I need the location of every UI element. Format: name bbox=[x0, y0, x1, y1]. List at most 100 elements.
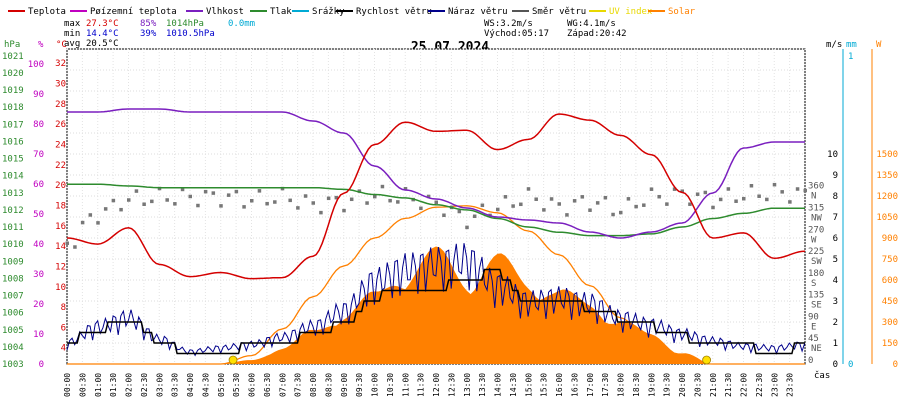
stat-min-temp: 14.4°C bbox=[86, 29, 119, 39]
w-tick: 150 bbox=[882, 339, 898, 349]
legend-label: Směr větru bbox=[532, 7, 586, 17]
pct-tick: 90 bbox=[33, 90, 44, 100]
w-tick: 900 bbox=[882, 234, 898, 244]
wind-direction-point bbox=[188, 194, 192, 199]
wind-direction-point bbox=[803, 188, 807, 193]
wind-direction-point bbox=[503, 195, 508, 199]
wind-direction-point bbox=[257, 189, 262, 193]
time-tick: 18:30 bbox=[632, 373, 641, 397]
hpa-tick: 1015 bbox=[2, 155, 24, 165]
time-tick: 03:00 bbox=[155, 373, 164, 397]
stat-min-label: min bbox=[64, 29, 80, 39]
wind-direction-point bbox=[211, 191, 216, 195]
wind-direction-point bbox=[242, 205, 246, 209]
stat-avg-temp: 20.5°C bbox=[86, 39, 119, 49]
wind-direction-point bbox=[603, 195, 608, 200]
time-tick: 20:00 bbox=[678, 373, 687, 397]
time-tick: 08:00 bbox=[309, 373, 318, 397]
ms-tick: 9 bbox=[833, 171, 838, 181]
wind-direction-point bbox=[595, 201, 600, 205]
time-tick: 06:00 bbox=[248, 373, 257, 397]
wind-direction-point bbox=[342, 208, 346, 213]
time-tick: 05:30 bbox=[232, 373, 241, 397]
stat-max-hum: 85% bbox=[140, 19, 157, 29]
wind-direction-point bbox=[780, 190, 784, 194]
time-tick: 19:30 bbox=[663, 373, 672, 397]
wind-direction-point bbox=[749, 183, 754, 188]
legend-item: Srážky bbox=[292, 7, 345, 17]
wind-direction-point bbox=[465, 225, 469, 230]
legend-label: Teplota bbox=[28, 7, 66, 17]
wind-direction-point bbox=[795, 187, 800, 191]
hpa-tick: 1021 bbox=[2, 52, 24, 62]
direction-tick: NW bbox=[811, 213, 822, 223]
hpa-tick: 1019 bbox=[2, 86, 24, 96]
legend-item: Směr větru bbox=[512, 7, 586, 17]
wind-direction-point bbox=[649, 187, 654, 191]
direction-tick: 315 bbox=[808, 203, 824, 213]
direction-tick: 270 bbox=[808, 225, 824, 235]
w-unit: W bbox=[876, 40, 882, 50]
hpa-tick: 1005 bbox=[2, 326, 24, 336]
wind-direction-point bbox=[273, 200, 277, 204]
wind-direction-point bbox=[127, 198, 131, 202]
stat-wg: WG:4.1m/s bbox=[567, 19, 616, 29]
wind-direction-point bbox=[119, 207, 123, 212]
wind-direction-point bbox=[619, 210, 623, 215]
wind-direction-point bbox=[765, 197, 769, 202]
time-tick: 15:00 bbox=[524, 373, 533, 397]
wind-direction-point bbox=[80, 220, 85, 225]
time-tick: 22:00 bbox=[740, 373, 749, 397]
wind-direction-point bbox=[496, 207, 500, 212]
hpa-tick: 1020 bbox=[2, 69, 24, 79]
legend-item: Teplota bbox=[8, 7, 66, 17]
pct-tick: 0 bbox=[39, 360, 44, 370]
pct-tick: 40 bbox=[33, 240, 44, 250]
solar-area bbox=[67, 246, 805, 364]
direction-tick: 180 bbox=[808, 269, 824, 279]
ms-tick: 2 bbox=[833, 318, 838, 328]
direction-tick: NE bbox=[811, 344, 822, 354]
w-tick: 1500 bbox=[876, 150, 898, 160]
pct-tick: 80 bbox=[33, 120, 44, 130]
temp-tick: 10 bbox=[55, 283, 66, 293]
wind-direction-point bbox=[280, 186, 285, 191]
ms-tick: 7 bbox=[833, 213, 838, 223]
wind-direction-point bbox=[549, 197, 554, 201]
direction-tick: SW bbox=[811, 257, 822, 267]
hpa-tick: 1017 bbox=[2, 120, 24, 130]
wind-direction-point bbox=[526, 187, 531, 191]
time-tick: 14:00 bbox=[494, 373, 503, 397]
wind-direction-point bbox=[703, 190, 708, 195]
wind-direction-point bbox=[219, 204, 223, 208]
direction-tick: W bbox=[811, 235, 817, 245]
time-tick: 17:00 bbox=[586, 373, 595, 397]
wind-direction-point bbox=[203, 189, 208, 194]
wind-direction-point bbox=[134, 189, 139, 193]
direction-tick: N bbox=[811, 192, 816, 202]
wind-direction-point bbox=[103, 207, 108, 211]
wind-direction-point bbox=[180, 187, 185, 192]
ms-tick: 10 bbox=[827, 150, 838, 160]
mm-tick: 1 bbox=[848, 52, 853, 62]
wind-direction-point bbox=[357, 189, 362, 193]
wind-direction-point bbox=[718, 197, 723, 202]
temp-tick: 14 bbox=[55, 242, 66, 252]
stat-sunrise: Východ:05:17 bbox=[484, 29, 549, 39]
hpa-tick: 1004 bbox=[2, 343, 24, 353]
stat-rain: 0.0mm bbox=[228, 19, 255, 29]
legend-label: Tlak bbox=[270, 7, 292, 17]
temp-tick: 20 bbox=[55, 181, 66, 191]
temp-unit: °C bbox=[56, 40, 67, 50]
time-tick: 23:00 bbox=[770, 373, 779, 397]
temp-tick: 26 bbox=[55, 120, 66, 130]
w-tick: 750 bbox=[882, 255, 898, 265]
wind-direction-point bbox=[665, 202, 669, 206]
ms-tick: 1 bbox=[833, 339, 838, 349]
temp-tick: 28 bbox=[55, 100, 66, 110]
time-tick: 15:30 bbox=[540, 373, 549, 397]
stat-max-temp: 27.3°C bbox=[86, 19, 119, 29]
time-tick: 20:30 bbox=[693, 373, 702, 397]
stat-ws: WS:3.2m/s bbox=[484, 19, 533, 29]
wind-direction-point bbox=[434, 200, 438, 205]
